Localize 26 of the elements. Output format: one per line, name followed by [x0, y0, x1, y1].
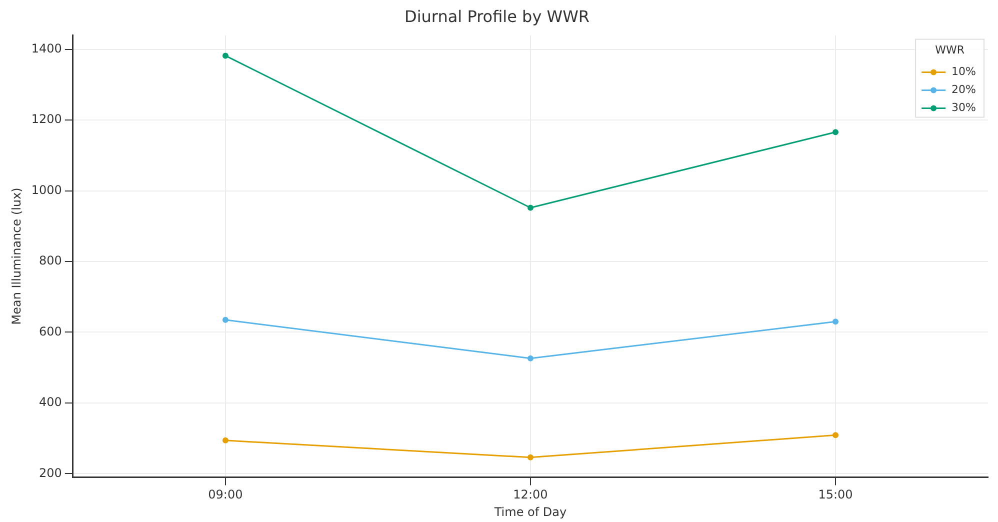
y-tick-label: 200 [39, 466, 62, 480]
point [832, 129, 838, 136]
point [527, 355, 534, 362]
y-tick-label: 1400 [31, 41, 62, 56]
legend-label: 20% [952, 83, 976, 96]
y-tick-label: 400 [39, 395, 62, 410]
y-axis-title: Mean Illuminance (lux) [9, 188, 24, 325]
chart-title: Diurnal Profile by WWR [404, 6, 590, 26]
point [527, 204, 534, 211]
y-tick-label: 800 [39, 254, 62, 268]
point [222, 437, 228, 444]
legend-title: WWR [935, 44, 965, 57]
x-tick-label: 12:00 [513, 488, 548, 502]
point [222, 316, 228, 323]
legend-label: 10% [952, 65, 976, 78]
y-tick-label: 1000 [31, 182, 62, 197]
point [832, 318, 838, 325]
x-axis-title: Time of Day [493, 504, 567, 519]
y-tick-label: 1200 [31, 112, 62, 126]
point [527, 454, 534, 460]
x-tick-label: 15:00 [818, 488, 853, 502]
point [832, 432, 838, 438]
legend-label: 30% [952, 101, 976, 114]
x-tick-label: 09:00 [208, 488, 243, 502]
point [222, 52, 228, 59]
y-tick-label: 600 [39, 324, 62, 338]
